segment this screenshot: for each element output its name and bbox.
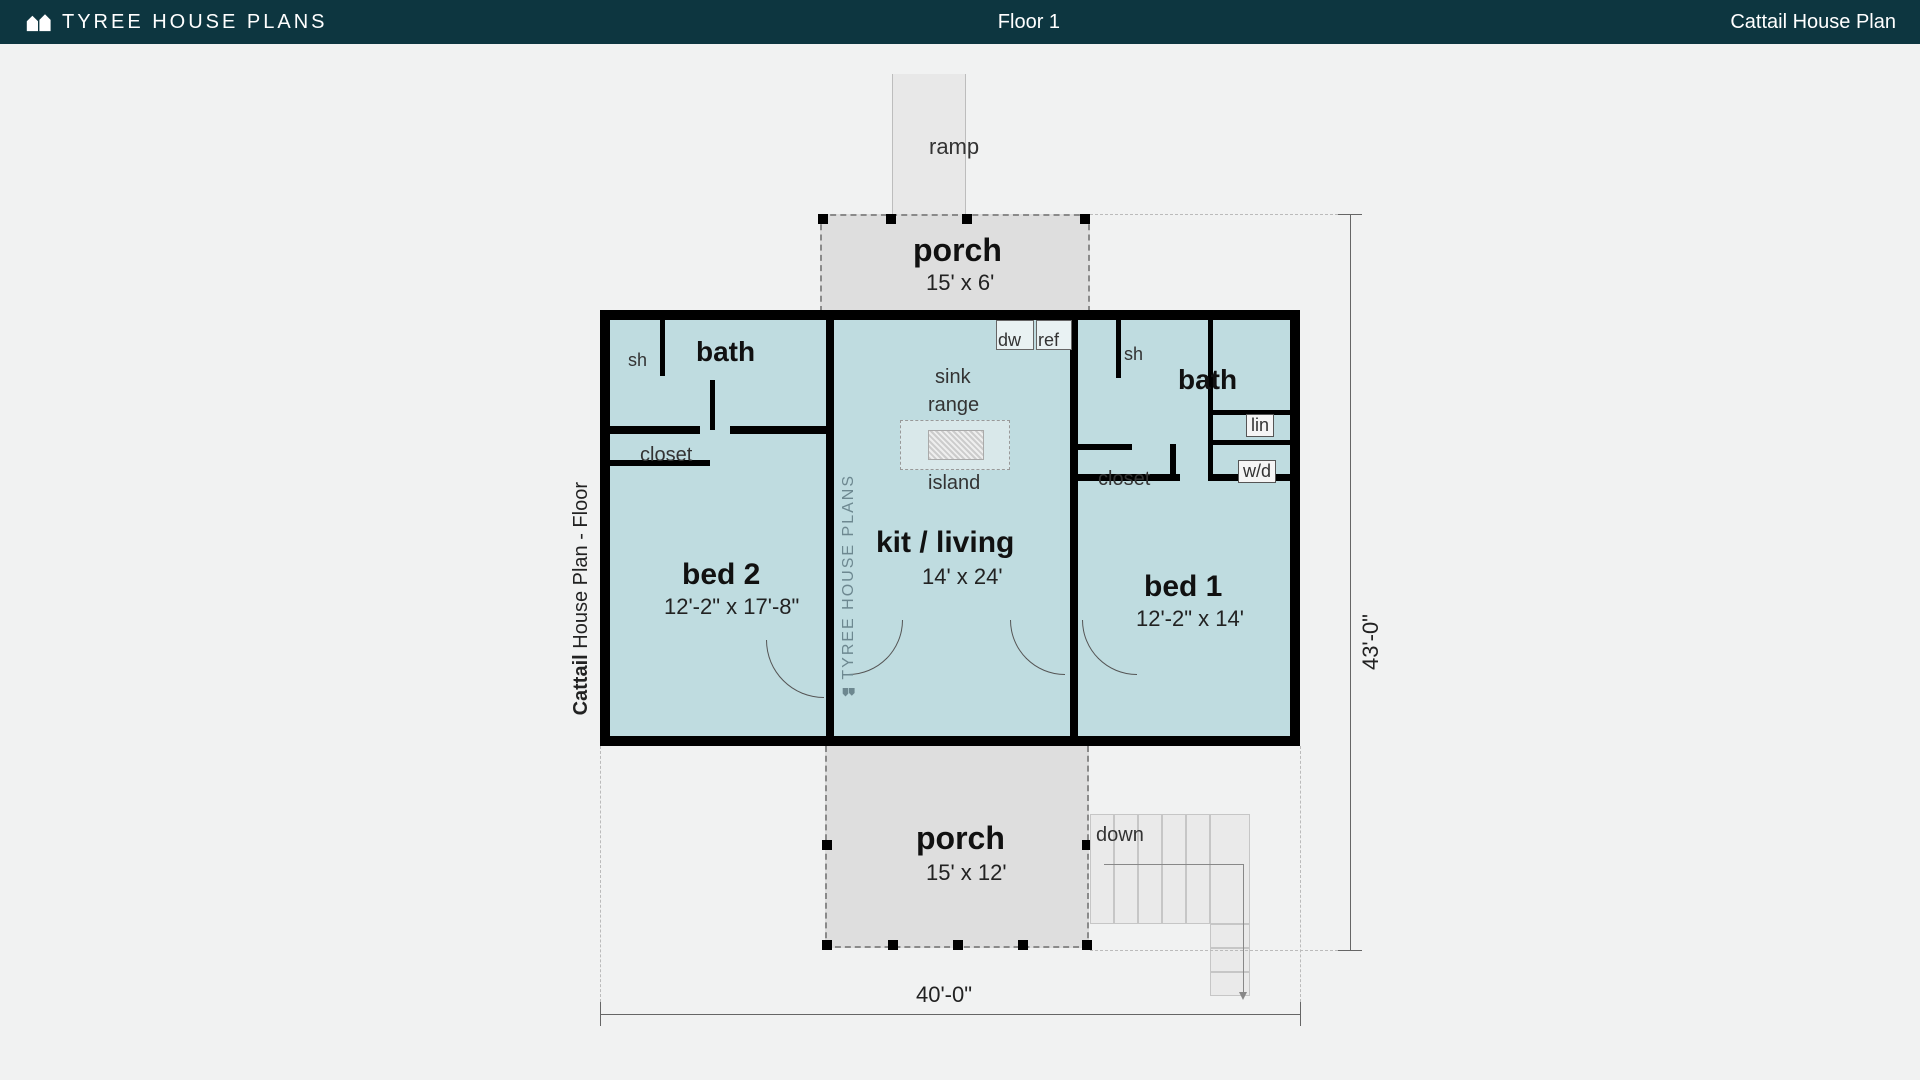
porch-bottom-name: porch bbox=[916, 820, 1005, 857]
dim-ext bbox=[1300, 746, 1301, 1002]
porch-top-dim: 15' x 6' bbox=[926, 270, 994, 296]
bed2-dim: 12'-2" x 17'-8" bbox=[664, 594, 799, 620]
post bbox=[822, 940, 832, 950]
plan-area: ramp porch 15' x 6' bbox=[560, 74, 1390, 1034]
dim-tick bbox=[1338, 214, 1362, 215]
header-bar: TYREE HOUSE PLANS Floor 1 Cattail House … bbox=[0, 0, 1920, 44]
wall bbox=[610, 426, 700, 434]
sh-right: sh bbox=[1124, 344, 1143, 365]
kit-name: kit / living bbox=[876, 526, 1014, 560]
closet-left: closet bbox=[640, 444, 692, 467]
dim-ext bbox=[1090, 214, 1338, 215]
overall-height: 43'-0" bbox=[1358, 614, 1384, 670]
house-icon bbox=[24, 11, 52, 33]
door-swing bbox=[1082, 620, 1137, 675]
wm-center-text: TYREE HOUSE PLANS bbox=[840, 474, 858, 680]
sink-label: sink bbox=[935, 366, 971, 389]
post bbox=[888, 940, 898, 950]
down-label: down bbox=[1096, 824, 1144, 847]
cooktop bbox=[928, 430, 984, 460]
porch-top-name: porch bbox=[913, 232, 1002, 269]
island-label: island bbox=[928, 472, 980, 495]
wd-label: w/d bbox=[1238, 460, 1276, 483]
kit-dim: 14' x 24' bbox=[922, 564, 1003, 590]
wall bbox=[1116, 320, 1121, 378]
wall bbox=[1070, 320, 1078, 736]
closet-right: closet bbox=[1098, 468, 1150, 491]
wall bbox=[710, 380, 715, 430]
post bbox=[962, 214, 972, 224]
sh-left: sh bbox=[628, 350, 647, 371]
wm-left-bold: Cattail bbox=[570, 654, 592, 715]
post bbox=[1080, 214, 1090, 224]
door-swing bbox=[766, 640, 824, 698]
lin-label: lin bbox=[1246, 414, 1274, 437]
ramp-label: ramp bbox=[929, 134, 979, 160]
plan-name: Cattail House Plan bbox=[1730, 11, 1896, 34]
post bbox=[886, 214, 896, 224]
dim-ext bbox=[1090, 950, 1338, 951]
wm-left-rest: House Plan - Floor bbox=[570, 482, 592, 654]
post bbox=[818, 214, 828, 224]
porch-bottom-dim: 15' x 12' bbox=[926, 860, 1007, 886]
dw-label: dw bbox=[998, 330, 1021, 351]
bath-left-label: bath bbox=[696, 336, 755, 368]
post bbox=[822, 840, 832, 850]
dim-width-line bbox=[600, 1014, 1300, 1015]
wall bbox=[730, 426, 826, 434]
dim-tick bbox=[1338, 950, 1362, 951]
door-swing bbox=[1010, 620, 1065, 675]
post bbox=[1018, 940, 1028, 950]
arrowhead-icon bbox=[1239, 992, 1247, 1000]
bed1-dim: 12'-2" x 14' bbox=[1136, 606, 1244, 632]
dim-height-line bbox=[1350, 214, 1351, 950]
wall bbox=[660, 320, 665, 376]
stair-arrow-h bbox=[1104, 864, 1244, 865]
wall bbox=[826, 320, 834, 736]
floorplan-canvas: ramp porch 15' x 6' bbox=[0, 44, 1920, 1080]
dim-tick bbox=[600, 1002, 601, 1026]
wall bbox=[1070, 444, 1132, 450]
range-label: range bbox=[928, 394, 979, 417]
dim-ext bbox=[600, 746, 601, 1002]
bed1-name: bed 1 bbox=[1144, 570, 1222, 604]
brand-text: TYREE HOUSE PLANS bbox=[62, 11, 328, 34]
brand: TYREE HOUSE PLANS bbox=[24, 11, 328, 34]
wall bbox=[1170, 444, 1176, 478]
watermark-center: TYREE HOUSE PLANS bbox=[840, 474, 858, 700]
ref-label: ref bbox=[1038, 330, 1059, 351]
stair-arrow-v bbox=[1243, 864, 1244, 994]
bed2-name: bed 2 bbox=[682, 558, 760, 592]
watermark-left: Cattail House Plan - Floor bbox=[570, 482, 593, 715]
bath-right-label: bath bbox=[1178, 364, 1237, 396]
dim-tick bbox=[1300, 1002, 1301, 1026]
overall-width: 40'-0" bbox=[916, 982, 972, 1008]
wall bbox=[1208, 440, 1290, 445]
wall bbox=[1208, 320, 1213, 480]
house-icon bbox=[842, 686, 856, 700]
post bbox=[953, 940, 963, 950]
floor-title: Floor 1 bbox=[998, 11, 1060, 34]
